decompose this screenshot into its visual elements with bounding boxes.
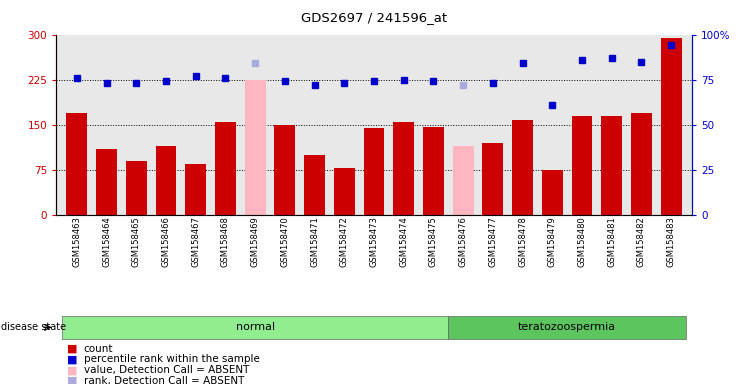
Bar: [571, 116, 592, 215]
Text: value, Detection Call = ABSENT: value, Detection Call = ABSENT: [84, 365, 249, 375]
Text: count: count: [84, 344, 113, 354]
Bar: [453, 146, 473, 215]
Bar: [126, 161, 147, 215]
Bar: [542, 170, 562, 215]
Text: teratozoospermia: teratozoospermia: [518, 322, 616, 333]
Bar: [423, 127, 444, 215]
Text: ■: ■: [67, 376, 78, 384]
Text: rank, Detection Call = ABSENT: rank, Detection Call = ABSENT: [84, 376, 244, 384]
Bar: [156, 146, 177, 215]
Bar: [482, 143, 503, 215]
Bar: [67, 113, 88, 215]
Text: ■: ■: [67, 344, 78, 354]
Bar: [660, 38, 681, 215]
Bar: [275, 125, 295, 215]
Text: ■: ■: [67, 365, 78, 375]
Bar: [601, 116, 622, 215]
Bar: [512, 120, 533, 215]
Text: normal: normal: [236, 322, 275, 333]
Bar: [364, 128, 384, 215]
Bar: [245, 80, 266, 215]
Text: percentile rank within the sample: percentile rank within the sample: [84, 354, 260, 364]
Bar: [62, 316, 448, 339]
Text: GDS2697 / 241596_at: GDS2697 / 241596_at: [301, 12, 447, 25]
Text: ■: ■: [67, 354, 78, 364]
Bar: [96, 149, 117, 215]
Bar: [631, 113, 652, 215]
Bar: [186, 164, 206, 215]
Text: disease state: disease state: [1, 322, 66, 333]
Bar: [304, 155, 325, 215]
Bar: [393, 122, 414, 215]
Bar: [215, 122, 236, 215]
Bar: [334, 168, 355, 215]
Bar: [448, 316, 686, 339]
